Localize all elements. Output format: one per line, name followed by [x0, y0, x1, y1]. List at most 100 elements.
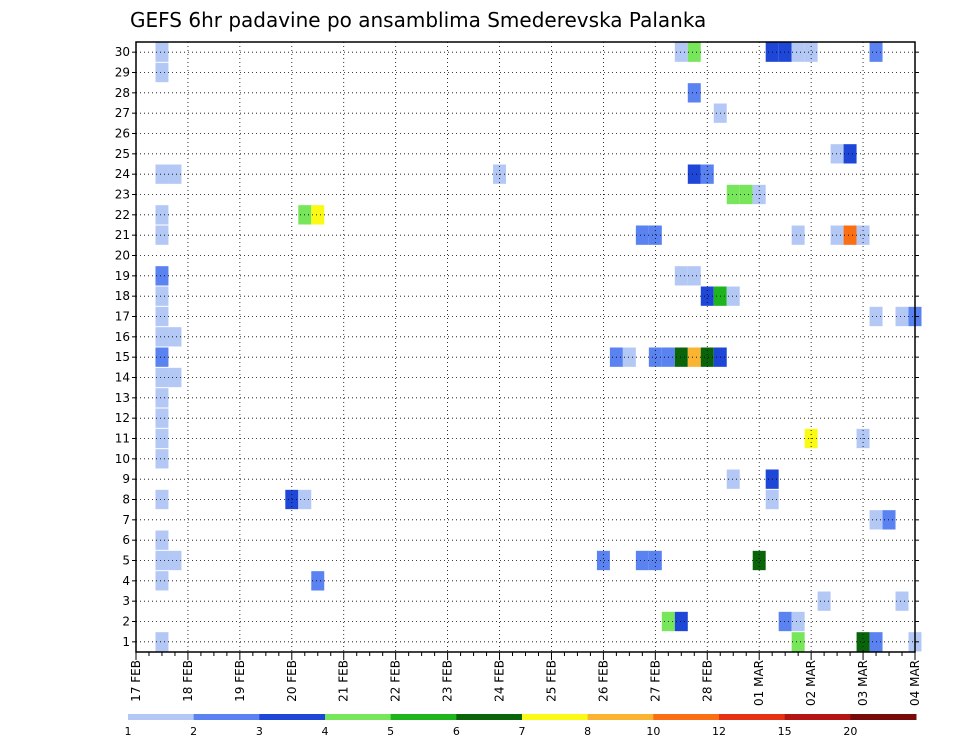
heatmap-cell [311, 205, 325, 225]
y-tick-label: 4 [122, 574, 130, 588]
colorbar-swatch [193, 714, 260, 720]
heatmap-cell [674, 347, 688, 367]
x-tick-label: 19 FEB [233, 660, 247, 702]
heatmap-cell [687, 164, 701, 184]
x-tick-label: 24 FEB [493, 660, 507, 702]
heatmap-cell [700, 347, 714, 367]
colorbar-swatch [719, 714, 786, 720]
y-tick-label: 30 [115, 45, 130, 59]
x-tick-label: 18 FEB [181, 660, 195, 702]
heatmap-cell [830, 144, 844, 164]
heatmap-cell [804, 42, 818, 62]
x-tick-label: 01 MAR [752, 660, 766, 706]
heatmap-cell [155, 306, 169, 327]
y-tick-label: 21 [115, 228, 130, 242]
x-tick-label: 03 MAR [856, 660, 870, 706]
colorbar-swatch [128, 714, 195, 720]
x-tick-label: 20 FEB [285, 660, 299, 702]
heatmap-cell [791, 42, 805, 62]
heatmap-cell [155, 42, 169, 62]
y-tick-label: 13 [115, 391, 130, 405]
y-tick-label: 25 [115, 147, 130, 161]
y-tick-label: 12 [115, 411, 130, 425]
x-tick-label: 02 MAR [804, 660, 818, 706]
heatmap-cell [168, 367, 182, 388]
colorbar-swatch [784, 714, 851, 720]
heatmap-cell [726, 184, 740, 205]
y-tick-label: 7 [122, 513, 130, 527]
heatmap-cell [791, 632, 805, 652]
y-tick-label: 2 [122, 615, 130, 629]
colorbar-label: 12 [712, 725, 726, 738]
colorbar-swatch [850, 714, 917, 720]
heatmap-cell [635, 225, 649, 245]
heatmap-cell [155, 347, 169, 367]
heatmap-cell [674, 266, 688, 286]
x-tick-label: 27 FEB [648, 660, 662, 702]
x-tick-label: 21 FEB [337, 660, 351, 702]
colorbar-label: 8 [584, 725, 591, 738]
heatmap-cell [778, 611, 792, 632]
heatmap-cell [648, 225, 662, 245]
heatmap-cell [155, 205, 169, 225]
heatmap-cell [726, 286, 740, 306]
colorbar-label: 20 [843, 725, 857, 738]
heatmap-cell [155, 428, 169, 449]
y-tick-label: 23 [115, 188, 130, 202]
heatmap-cell [700, 286, 714, 306]
colorbar-swatch [390, 714, 457, 720]
colorbar-swatch [456, 714, 523, 720]
heatmap-cell [648, 347, 662, 367]
colorbar-label: 7 [519, 725, 526, 738]
x-tick-label: 26 FEB [596, 660, 610, 702]
colorbar-label: 6 [453, 725, 460, 738]
x-tick-label: 23 FEB [441, 660, 455, 702]
heatmap-cell [726, 469, 740, 489]
heatmap-cell [155, 388, 169, 408]
heatmap-cell [752, 550, 766, 571]
chart-title: GEFS 6hr padavine po ansamblima Smederev… [130, 8, 706, 32]
y-tick-label: 29 [115, 66, 130, 80]
y-tick-label: 22 [115, 208, 130, 222]
heatmap-cell [155, 449, 169, 469]
heatmap-cell [739, 184, 753, 205]
y-tick-label: 24 [115, 167, 130, 181]
y-tick-label: 28 [115, 86, 130, 100]
heatmap-cells [155, 42, 922, 652]
y-tick-label: 16 [115, 330, 130, 344]
heatmap-cell [687, 266, 701, 286]
colorbar-swatch [259, 714, 326, 720]
x-axis-ticks: 17 FEB 18 FEB 19 FEB 20 FEB 21 FEB 22 FEB 23 F… [129, 652, 922, 706]
y-tick-label: 1 [122, 635, 130, 649]
y-tick-label: 5 [122, 554, 130, 568]
y-tick-label: 20 [115, 249, 130, 263]
y-tick-label: 17 [115, 310, 130, 324]
x-tick-label: 28 FEB [700, 660, 714, 702]
y-tick-label: 27 [115, 106, 130, 120]
heatmap-cell [843, 225, 857, 245]
heatmap-cell [155, 286, 169, 306]
colorbar-label: 1 [125, 725, 132, 738]
colorbar-swatch [653, 714, 720, 720]
heatmap-cell [155, 530, 169, 550]
heatmap-cell [155, 571, 169, 591]
y-tick-label: 19 [115, 269, 130, 283]
heatmap-cell [687, 347, 701, 367]
colorbar-swatch [522, 714, 589, 720]
heatmap-cell [830, 225, 844, 245]
heatmap-cell [687, 42, 701, 62]
heatmap-cell [778, 42, 792, 62]
heatmap-cell [155, 550, 169, 571]
colorbar: 1 2 3 4 5 6 7 8 10 12 15 20 [125, 714, 917, 738]
heatmap-cell [674, 611, 688, 632]
heatmap-cell [155, 62, 169, 83]
y-tick-label: 14 [115, 371, 130, 385]
y-tick-label: 6 [122, 533, 130, 547]
heatmap-cell [155, 225, 169, 245]
heatmap-cell [596, 550, 610, 571]
heatmap-cell [155, 367, 169, 388]
heatmap-cell [168, 164, 182, 184]
heatmap-cell [843, 144, 857, 164]
y-tick-label: 10 [115, 452, 130, 466]
